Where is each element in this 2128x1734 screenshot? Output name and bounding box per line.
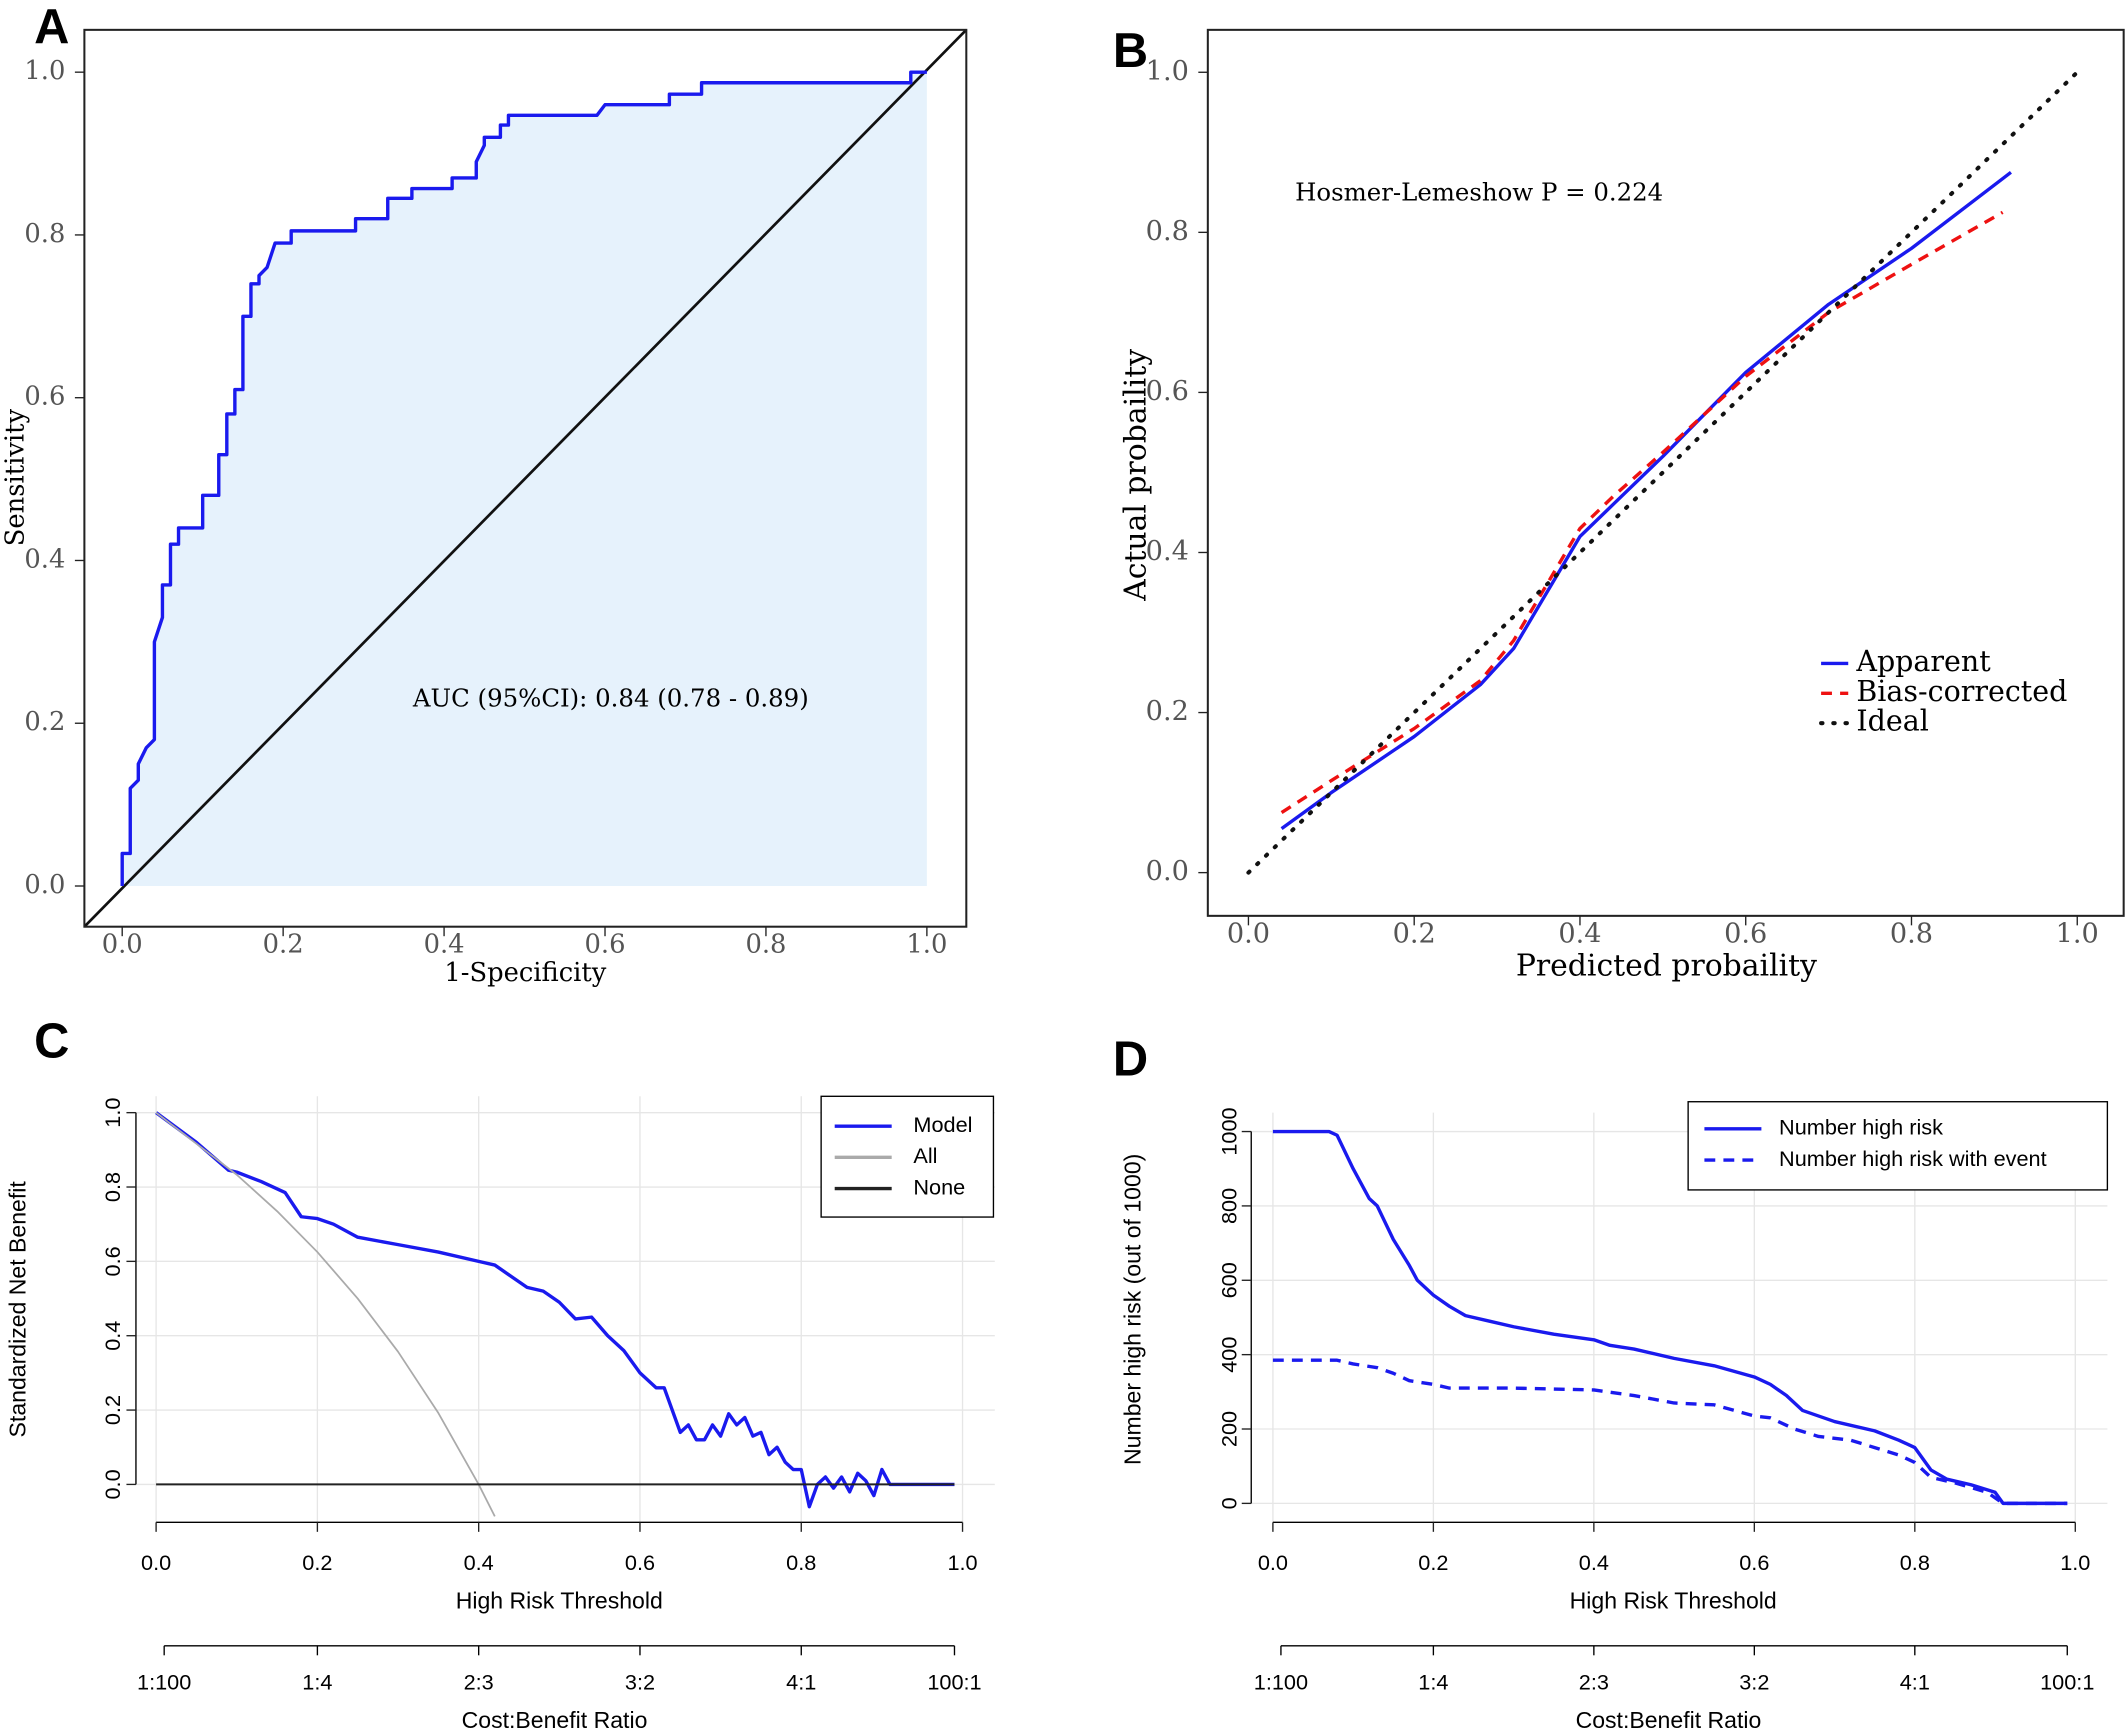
- x-tick-label: 0.2: [1418, 1550, 1448, 1575]
- x2-axis-label: Cost:Benefit Ratio: [1576, 1707, 1762, 1733]
- y-axis-label: Number high risk (out of 1000): [1120, 1154, 1146, 1465]
- series-line: [1280, 170, 2012, 830]
- x2-tick-label: 100:1: [927, 1670, 981, 1695]
- legend-label: Ideal: [1856, 705, 1928, 738]
- x2-tick-label: 2:3: [1579, 1670, 1609, 1695]
- x-tick-label: 1.0: [906, 930, 947, 960]
- y-tick-label: 0.6: [24, 382, 65, 412]
- panel-letter: C: [34, 1015, 69, 1069]
- x-axis-label: 1-Specificity: [444, 958, 606, 988]
- y-tick-label: 0.0: [24, 870, 65, 900]
- x-tick-label: 0.4: [464, 1550, 494, 1575]
- series-line: [1272, 1358, 2068, 1506]
- y-tick-label: 0.6: [1146, 376, 1189, 407]
- legend-label: Bias-corrected: [1856, 675, 2067, 708]
- panel-letter: D: [1113, 1032, 1148, 1086]
- x-tick-label: 0.0: [141, 1550, 171, 1575]
- series-line: [1272, 1129, 2068, 1506]
- x2-tick-label: 2:3: [464, 1670, 494, 1695]
- x-tick-label: 0.8: [786, 1550, 816, 1575]
- legend-label: Apparent: [1855, 645, 1991, 678]
- x-axis-label: Predicted probaility: [1516, 948, 1817, 983]
- x-tick-label: 0.0: [1227, 918, 1270, 949]
- x2-tick-label: 1:100: [137, 1670, 191, 1695]
- x-tick-label: 0.4: [1579, 1550, 1609, 1575]
- series-line: [120, 70, 927, 887]
- x-tick-label: 0.4: [1558, 918, 1601, 949]
- y-tick-label: 400: [1217, 1337, 1242, 1373]
- reference-diagonal: [83, 28, 968, 928]
- plot-frame: [1206, 28, 2125, 917]
- x-tick-label: 0.0: [102, 930, 143, 960]
- x-tick-label: 0.8: [1890, 918, 1933, 949]
- legend-label: All: [913, 1143, 937, 1168]
- x2-tick-label: 1:4: [1418, 1670, 1448, 1695]
- x-tick-label: 0.2: [1393, 918, 1436, 949]
- y-tick-label: 0.0: [1146, 856, 1189, 887]
- y-tick-label: 0.8: [1146, 216, 1189, 247]
- y-tick-label: 0.6: [100, 1246, 125, 1276]
- x-axis-label: High Risk Threshold: [1570, 1587, 1777, 1613]
- y-axis-label: Actual probaility: [1118, 349, 1153, 602]
- x2-tick-label: 4:1: [1900, 1670, 1930, 1695]
- x-tick-label: 0.8: [1900, 1550, 1930, 1575]
- y-tick-label: 0: [1217, 1497, 1242, 1509]
- x2-axis-label: Cost:Benefit Ratio: [462, 1707, 648, 1733]
- x-tick-label: 0.2: [302, 1550, 332, 1575]
- x-tick-label: 0.6: [585, 930, 626, 960]
- legend-label: Number high risk: [1779, 1115, 1943, 1140]
- y-tick-label: 0.8: [100, 1172, 125, 1202]
- y-axis-label: Standardized Net Benefit: [4, 1181, 30, 1438]
- y-tick-label: 200: [1217, 1411, 1242, 1447]
- x-tick-label: 0.2: [263, 930, 304, 960]
- legend-box: [1687, 1101, 2109, 1191]
- x-axis-label: High Risk Threshold: [456, 1587, 663, 1613]
- y-tick-label: 800: [1217, 1188, 1242, 1224]
- annotation: Hosmer-Lemeshow P = 0.224: [1295, 178, 1663, 207]
- legend-label: None: [913, 1174, 965, 1199]
- y-tick-label: 0.0: [100, 1469, 125, 1499]
- x-tick-label: 1.0: [2056, 918, 2099, 949]
- panel-letter: A: [34, 0, 69, 54]
- series-line: [155, 1111, 496, 1517]
- x2-tick-label: 4:1: [786, 1670, 816, 1695]
- y-tick-label: 1.0: [24, 56, 65, 86]
- series-line: [155, 1111, 955, 1509]
- y-tick-label: 1000: [1217, 1107, 1242, 1155]
- x2-tick-label: 1:100: [1254, 1670, 1308, 1695]
- x-tick-label: 0.8: [745, 930, 786, 960]
- y-axis-label: Sensitivity: [1, 409, 31, 547]
- y-tick-label: 1.0: [1146, 56, 1189, 87]
- y-tick-label: 0.4: [100, 1321, 125, 1351]
- y-tick-label: 0.2: [100, 1395, 125, 1425]
- y-tick-label: 600: [1217, 1262, 1242, 1298]
- series-line: [1246, 70, 2080, 875]
- x-tick-label: 0.4: [424, 930, 465, 960]
- y-tick-label: 0.4: [24, 544, 65, 574]
- x2-tick-label: 100:1: [2040, 1670, 2094, 1695]
- x-tick-label: 1.0: [947, 1550, 977, 1575]
- panel-letter: B: [1113, 24, 1148, 78]
- x2-tick-label: 3:2: [1739, 1670, 1769, 1695]
- y-tick-label: 0.8: [24, 219, 65, 249]
- y-tick-label: 0.4: [1146, 536, 1189, 567]
- x2-tick-label: 1:4: [302, 1670, 332, 1695]
- x2-tick-label: 3:2: [625, 1670, 655, 1695]
- y-tick-label: 1.0: [100, 1098, 125, 1128]
- plot-frame: [83, 28, 968, 928]
- x-tick-label: 0.6: [1739, 1550, 1769, 1575]
- y-tick-label: 0.2: [1146, 696, 1189, 727]
- x-tick-label: 0.0: [1258, 1550, 1288, 1575]
- y-tick-label: 0.2: [24, 707, 65, 737]
- legend-label: Number high risk with event: [1779, 1146, 2047, 1171]
- x-tick-label: 0.6: [625, 1550, 655, 1575]
- annotation: AUC (95%CI): 0.84 (0.78 - 0.89): [412, 684, 809, 713]
- x-tick-label: 0.6: [1724, 918, 1767, 949]
- x-tick-label: 1.0: [2060, 1550, 2090, 1575]
- legend-label: Model: [913, 1112, 972, 1137]
